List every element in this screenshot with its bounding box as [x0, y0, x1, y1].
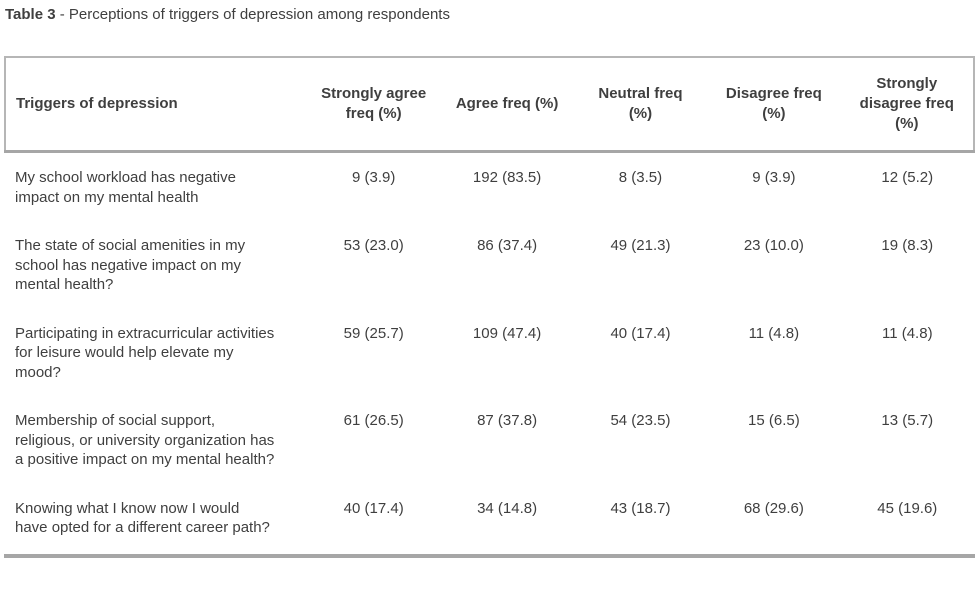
value-cell: 11 (4.8) — [748, 324, 800, 342]
data-table: Triggers of depression Strongly agree fre… — [4, 56, 976, 552]
column-header: Strongly disagree freq (%) — [840, 56, 976, 152]
value-cell: 12 (5.2) — [881, 169, 934, 187]
table-row: Knowing what I know now I would have opt… — [5, 484, 974, 552]
table-header: Triggers of depression Strongly agree fre… — [4, 56, 976, 152]
table-caption: Table 3 - Perceptions of triggers of dep… — [0, 0, 979, 25]
value-cell: 109 (47.4) — [472, 324, 542, 342]
table-row: The state of social amenities in my scho… — [5, 221, 974, 309]
value-cell: 61 (26.5) — [343, 412, 404, 430]
trigger-cell: The state of social amenities in my scho… — [15, 237, 246, 294]
caption-text: - Perceptions of triggers of depression … — [55, 6, 450, 23]
value-cell: 86 (37.4) — [477, 237, 538, 255]
value-cell: 40 (17.4) — [610, 324, 671, 342]
value-cell: 192 (83.5) — [472, 169, 542, 187]
value-cell: 40 (17.4) — [343, 499, 404, 517]
column-header: Strongly agree freq (%) — [321, 84, 427, 122]
table-row: My school workload has negative impact o… — [5, 152, 974, 222]
table-container: Triggers of depression Strongly agree fre… — [4, 56, 976, 558]
value-cell: 9 (3.9) — [752, 169, 796, 187]
trigger-cell: Membership of social support, religious,… — [15, 412, 275, 469]
column-header: Agree freq (%) — [455, 94, 559, 112]
value-cell: 11 (4.8) — [881, 324, 933, 342]
value-cell: 54 (23.5) — [610, 412, 671, 430]
trigger-cell: Participating in extracurricular activit… — [15, 324, 275, 381]
column-header: Triggers of depression — [4, 56, 307, 152]
caption-label: Table 3 — [5, 6, 56, 23]
value-cell: 87 (37.8) — [477, 412, 538, 430]
value-cell: 9 (3.9) — [352, 169, 396, 187]
value-cell: 23 (10.0) — [743, 237, 804, 255]
header-row: Triggers of depression Strongly agree fre… — [4, 56, 976, 152]
value-cell: 59 (25.7) — [343, 324, 404, 342]
trigger-cell: Knowing what I know now I would have opt… — [15, 499, 270, 537]
value-cell: 43 (18.7) — [610, 499, 671, 517]
trigger-cell: My school workload has negative impact o… — [15, 169, 236, 206]
value-cell: 49 (21.3) — [610, 237, 671, 255]
table-row: Membership of social support, religious,… — [5, 396, 974, 484]
value-cell: 34 (14.8) — [477, 499, 538, 517]
value-cell: 53 (23.0) — [343, 237, 404, 255]
column-header: Neutral freq (%) — [598, 84, 683, 122]
column-header: Disagree freq (%) — [725, 84, 822, 122]
table-body: My school workload has negative impact o… — [5, 152, 974, 552]
value-cell: 68 (29.6) — [743, 499, 804, 517]
value-cell: 19 (8.3) — [881, 237, 934, 255]
value-cell: 15 (6.5) — [748, 412, 800, 430]
value-cell: 8 (3.5) — [618, 169, 663, 187]
bottom-rule — [4, 553, 975, 558]
table-row: Participating in extracurricular activit… — [5, 309, 974, 397]
value-cell: 45 (19.6) — [877, 499, 938, 517]
value-cell: 13 (5.7) — [881, 412, 934, 430]
